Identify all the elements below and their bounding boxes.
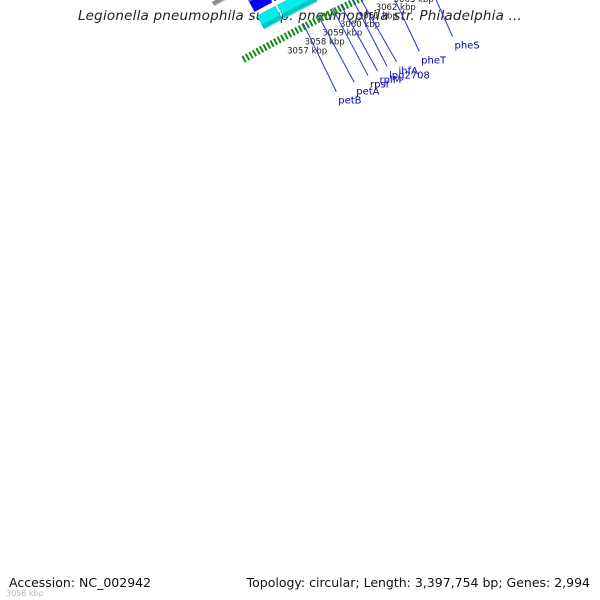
gene-leader-line	[302, 22, 337, 92]
inner-tick-mark	[311, 17, 317, 25]
inner-tick-mark	[360, 0, 364, 2]
inner-tick-mark	[297, 25, 303, 33]
cds-feature-shade	[281, 0, 317, 18]
inner-tick-mark	[241, 55, 247, 63]
gene-feature	[248, 0, 273, 12]
gene-leader-line	[317, 15, 355, 83]
inner-tick-mark	[319, 14, 325, 22]
partial-tick-label: 3056 kbp	[6, 589, 44, 598]
inner-tick-mark	[287, 30, 293, 38]
kbp-tick-label: 3062 kbp	[376, 3, 416, 13]
inner-tick-mark	[337, 5, 342, 13]
inner-tick-mark	[308, 19, 314, 27]
inner-tick-mark	[344, 1, 350, 9]
gene-label[interactable]: rplM	[379, 75, 401, 86]
gene-label[interactable]: petB	[338, 96, 361, 107]
gene-label[interactable]: pheT	[421, 55, 447, 66]
gene-feature-highlight	[248, 0, 253, 2]
inner-tick-mark	[290, 28, 296, 36]
inner-tick-mark	[251, 49, 258, 57]
gene-label[interactable]: lpg2708	[389, 70, 430, 81]
cds-feature-shade	[261, 14, 283, 29]
inner-tick-mark	[333, 6, 339, 15]
gene-label[interactable]: pheS	[455, 40, 480, 51]
inner-tick-mark	[244, 53, 251, 61]
cds-track	[256, 0, 318, 30]
kbp-tick-label: 3059 kbp	[322, 28, 362, 38]
kbp-tick-label: 3058 kbp	[305, 37, 345, 47]
inner-tick-mark	[255, 47, 261, 55]
inner-tick-mark	[269, 40, 275, 48]
inner-tick-mark	[301, 23, 307, 31]
gene-feature	[274, 0, 277, 2]
inner-tick-mark	[340, 3, 346, 11]
kbp-tick-label: 3063 kbp	[394, 0, 434, 5]
gene-label[interactable]: ihfA	[399, 66, 419, 77]
gene-leader-line	[435, 0, 453, 37]
inner-tick-mark	[356, 0, 360, 4]
inner-tick-mark	[283, 32, 289, 40]
inner-tick-mark	[322, 12, 328, 20]
gene-leader-line	[394, 0, 420, 52]
inner-tick-mark	[265, 41, 272, 50]
accession-label: Accession: NC_002942	[9, 575, 152, 590]
inner-tick-mark	[329, 8, 335, 16]
cds-feature	[256, 5, 283, 30]
kbp-tick-label: 3060 kbp	[340, 20, 380, 30]
kbp-tick-label: 3061 kbp	[358, 11, 398, 21]
inner-tick-mark	[315, 15, 321, 24]
inner-tick-mark	[347, 0, 353, 8]
gene-track	[248, 0, 277, 12]
gene-leader-line	[352, 0, 388, 67]
gene-leader-line	[332, 8, 369, 76]
inner-tick-mark	[276, 36, 282, 44]
inner-tick-mark	[262, 43, 268, 51]
gene-label[interactable]: rpsI	[370, 80, 389, 91]
inner-tick-mark	[273, 38, 279, 46]
inner-tick-mark	[294, 26, 300, 35]
inner-minor-ticks	[241, 0, 366, 63]
inner-tick-mark	[326, 10, 332, 18]
kbp-tick-label: 3057 kbp	[287, 46, 327, 56]
inner-tick-mark	[280, 34, 286, 42]
inner-tick-mark	[258, 45, 265, 53]
map-title: Legionella pneumophila subsp. pneumophil…	[77, 8, 523, 24]
gene-leader-line	[360, 0, 397, 63]
inner-tick-mark	[304, 21, 310, 29]
topology-label: Topology: circular; Length: 3,397,754 bp…	[246, 575, 590, 590]
cds-feature	[276, 0, 318, 19]
inner-tick-mark	[248, 51, 254, 59]
gene-leader-line	[340, 4, 378, 72]
gene-label[interactable]: petA	[356, 86, 379, 97]
